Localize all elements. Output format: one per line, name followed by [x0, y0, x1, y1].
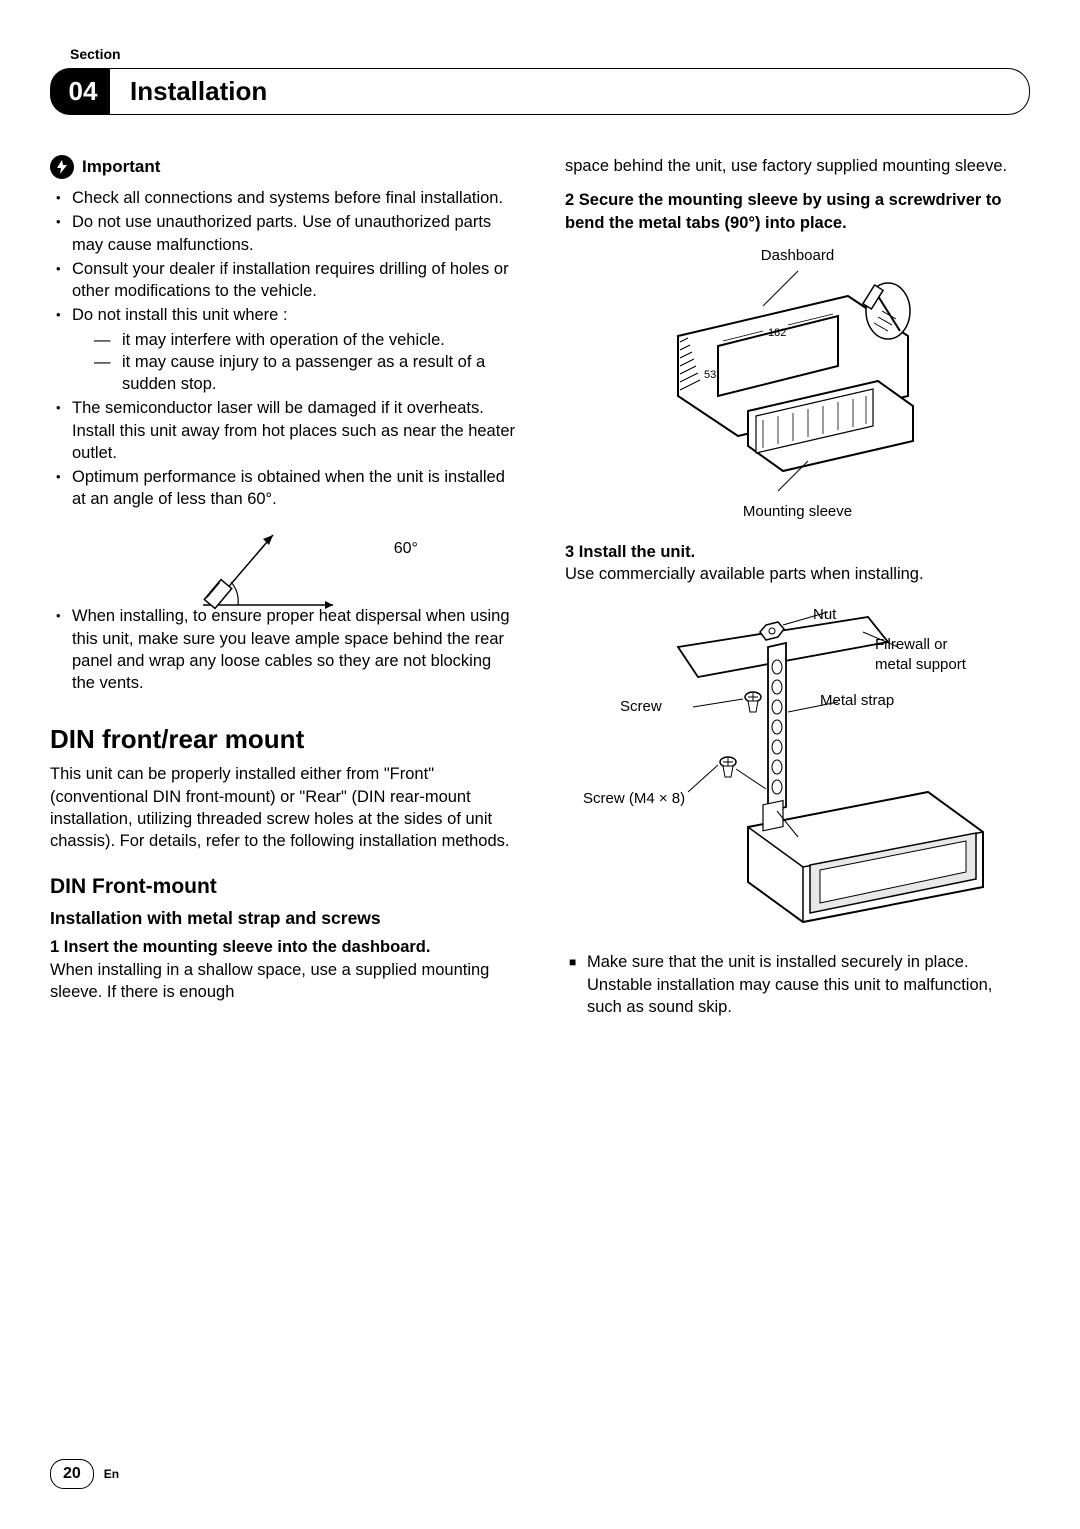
language-label: En: [104, 1466, 119, 1482]
bullet-item: The semiconductor laser will be damaged …: [50, 397, 515, 464]
bullet-item: Do not install this unit where : it may …: [50, 304, 515, 395]
note-secure-install: Make sure that the unit is installed sec…: [565, 951, 1030, 1018]
important-label: Important: [82, 156, 160, 179]
fig2-screw: Screw: [620, 697, 662, 717]
section-title: Installation: [110, 68, 1030, 115]
step-1: 1 Insert the mounting sleeve into the da…: [50, 936, 515, 958]
p-col2-continuation: space behind the unit, use factory suppl…: [565, 155, 1030, 177]
section-number-badge: 04: [50, 68, 110, 115]
p-step3: Use commercially available parts when in…: [565, 563, 1030, 585]
important-bullets-2: When installing, to ensure proper heat d…: [50, 605, 515, 694]
dim-182: 182: [768, 327, 786, 339]
bullet-item: Optimum performance is obtained when the…: [50, 466, 515, 511]
p-step1: When installing in a shallow space, use …: [50, 959, 515, 1004]
angle-text: 60°: [394, 538, 418, 560]
fig2-firewall: Filrewall or metal support: [875, 635, 985, 676]
figure-install-unit: Nut Filrewall or metal support Metal str…: [565, 597, 1030, 933]
left-column: Important Check all connections and syst…: [50, 155, 515, 1018]
figure-dashboard: Dashboard 182 53: [565, 246, 1030, 523]
sub-dashes: it may interfere with operation of the v…: [72, 329, 515, 396]
step-3: 3 Install the unit.: [565, 541, 1030, 563]
fig1-sleeve-label: Mounting sleeve: [565, 502, 1030, 522]
dash-item: it may cause injury to a passenger as a …: [94, 351, 515, 396]
dash-item: it may interfere with operation of the v…: [94, 329, 515, 351]
bullet-item: Do not use unauthorized parts. Use of un…: [50, 211, 515, 256]
fig1-dashboard-label: Dashboard: [565, 246, 1030, 266]
bullet-item: Consult your dealer if installation requ…: [50, 258, 515, 303]
page-number: 20: [50, 1459, 94, 1489]
bullet-item: When installing, to ensure proper heat d…: [50, 605, 515, 694]
fig2-metal-strap: Metal strap: [820, 691, 894, 711]
bullet-text: Do not install this unit where :: [72, 306, 288, 324]
h3-din-front: DIN Front-mount: [50, 873, 515, 901]
p-din-mount: This unit can be properly installed eith…: [50, 763, 515, 852]
page-footer: 20 En: [50, 1459, 119, 1489]
dim-53: 53: [704, 369, 716, 381]
section-header: 04 Installation: [50, 68, 1030, 115]
right-column: space behind the unit, use factory suppl…: [565, 155, 1030, 1018]
section-label: Section: [70, 45, 1030, 64]
step-2: 2 Secure the mounting sleeve by using a …: [565, 189, 1030, 234]
h2-din-mount: DIN front/rear mount: [50, 722, 515, 757]
bullet-item: Check all connections and systems before…: [50, 187, 515, 209]
important-heading: Important: [50, 155, 515, 179]
h4-metal-strap: Installation with metal strap and screws: [50, 907, 515, 931]
important-bullets: Check all connections and systems before…: [50, 187, 515, 511]
fig2-nut: Nut: [813, 605, 836, 625]
fig2-screw-m4: Screw (M4 × 8): [583, 789, 685, 809]
important-icon: [50, 155, 74, 179]
